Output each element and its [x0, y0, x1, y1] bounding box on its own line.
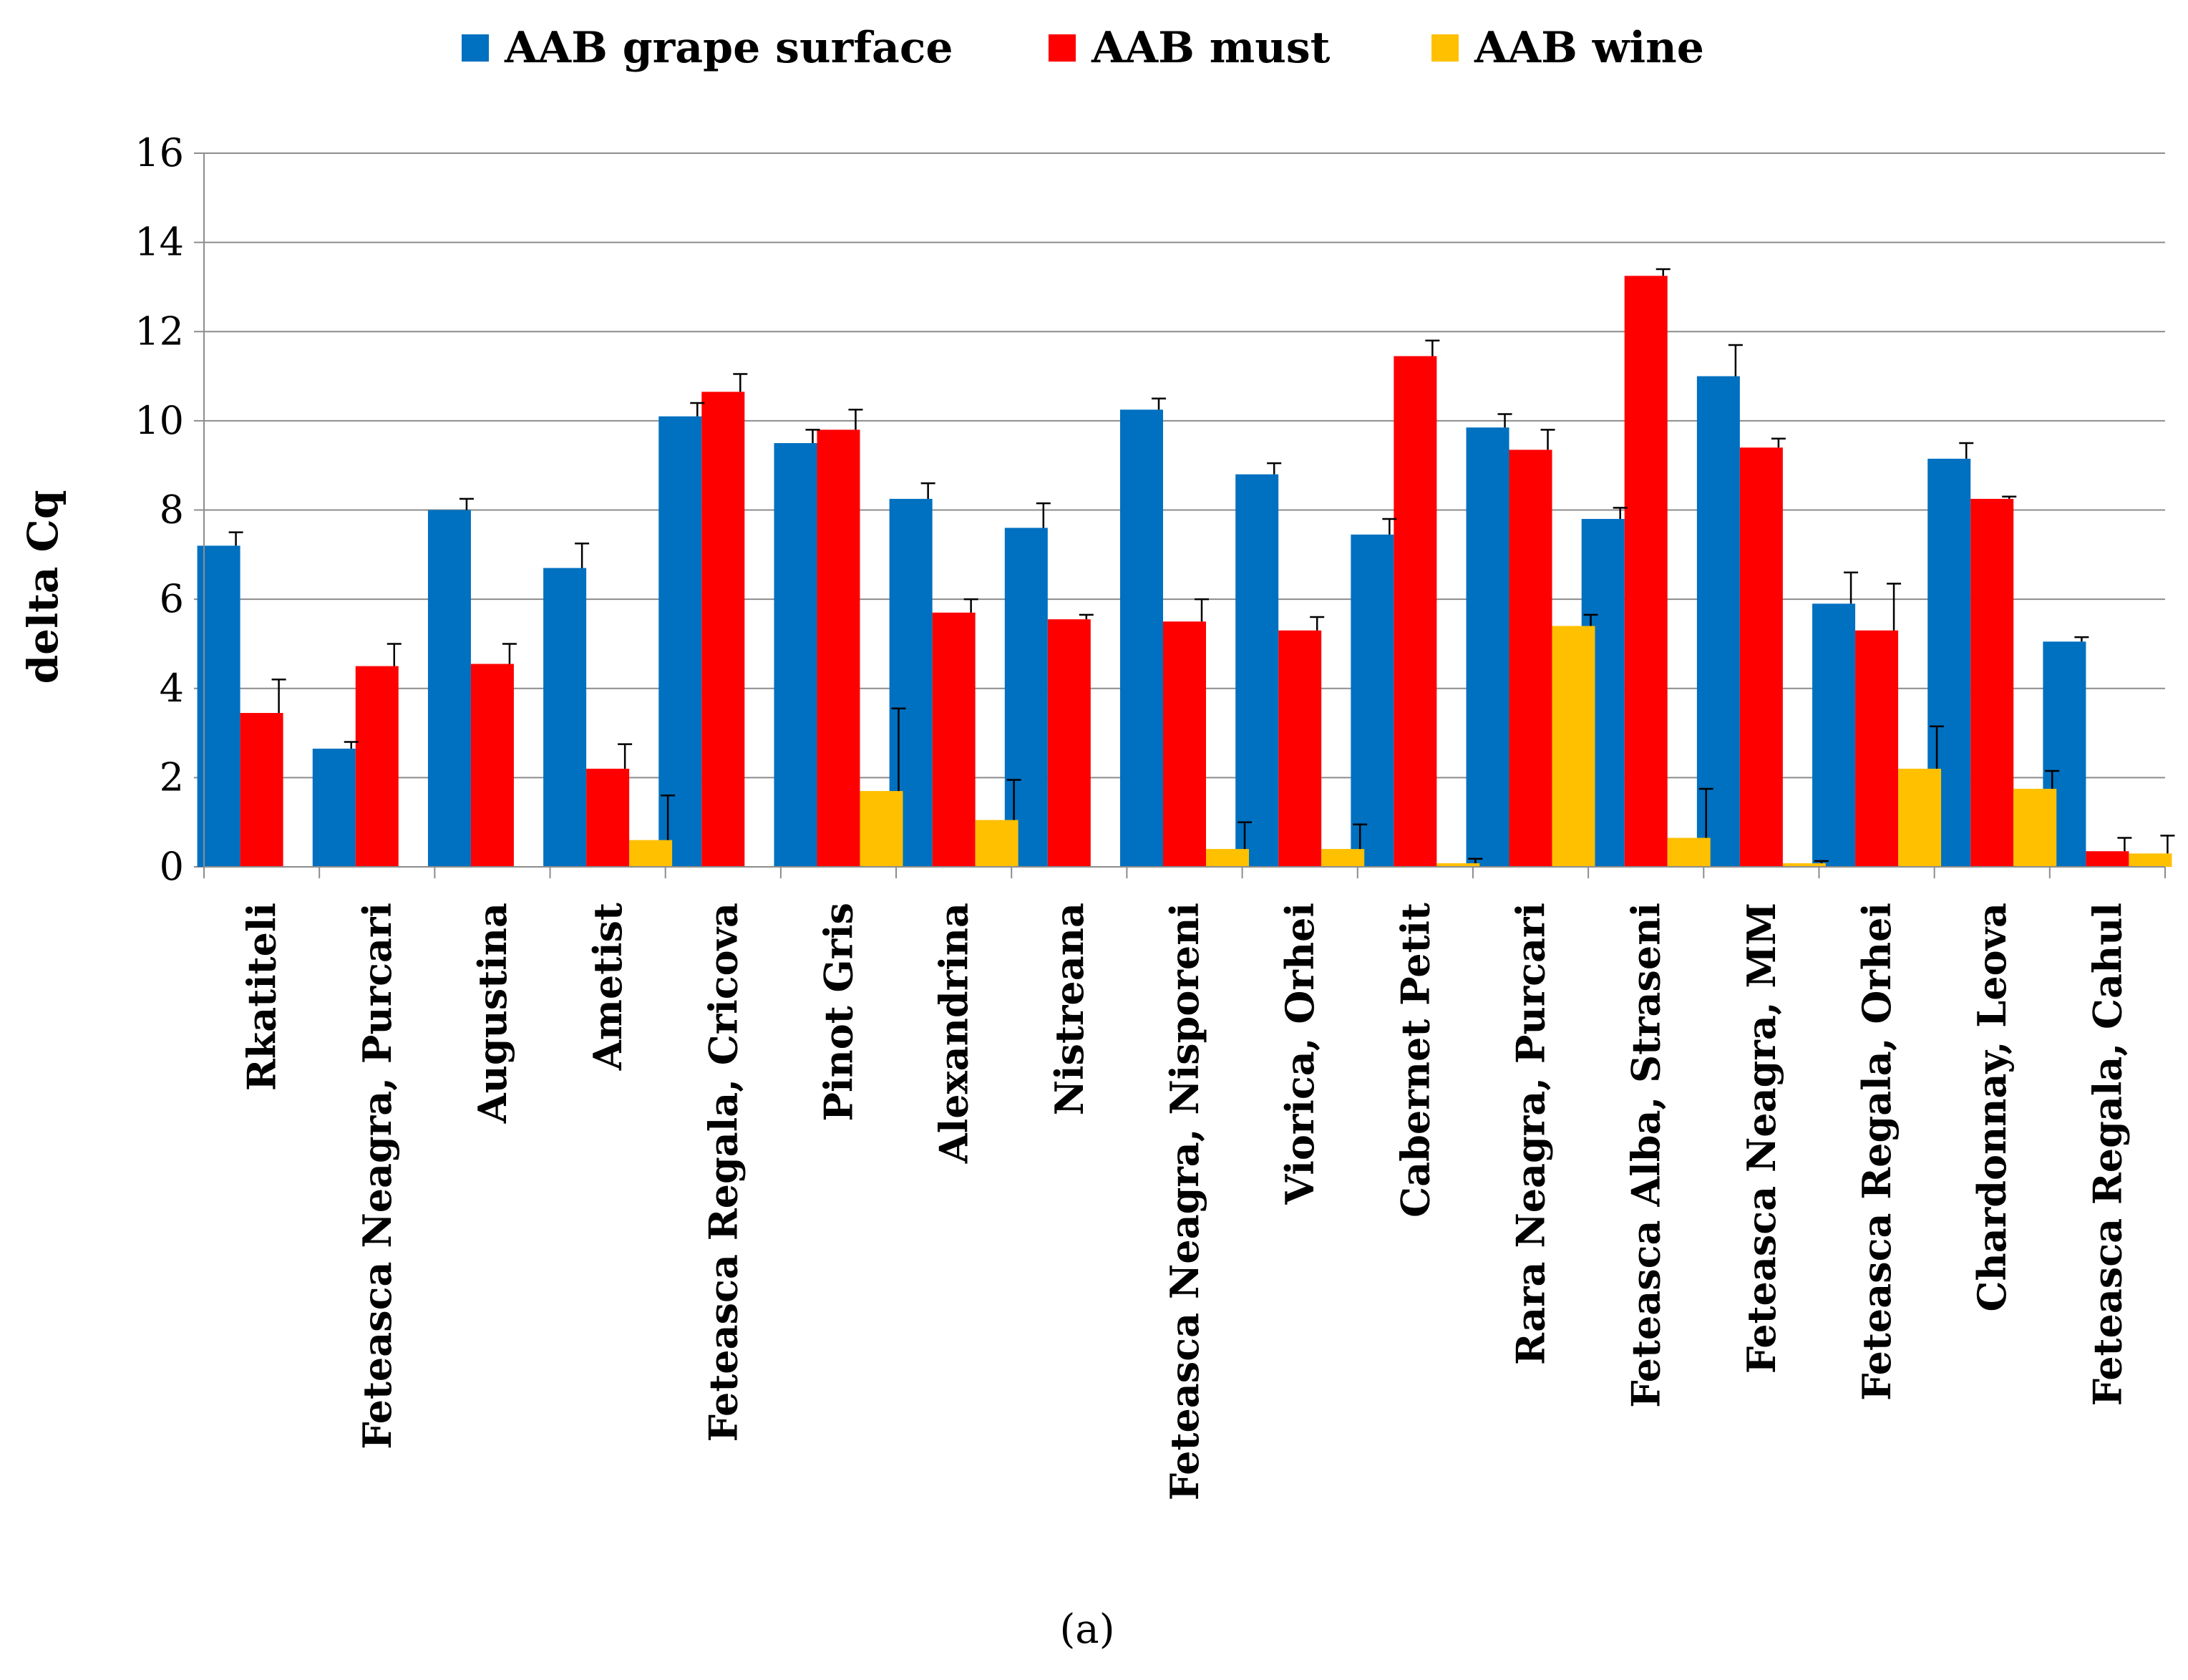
y-tick-label: 10 — [135, 398, 184, 443]
legend-swatch — [1049, 34, 1076, 62]
x-category-label: Pinot Gris — [815, 903, 861, 1122]
y-axis-title: delta Cq — [19, 490, 67, 684]
bars — [197, 276, 2172, 868]
bar — [1696, 376, 1740, 867]
legend-swatch — [1431, 34, 1459, 62]
y-tick-label: 8 — [160, 487, 184, 533]
bar — [1466, 427, 1509, 867]
x-category-label: Feteasca Neagra, Purcari — [354, 903, 400, 1450]
figure-caption: (a) — [1059, 1606, 1114, 1653]
x-category-labels: Rkatiteli Feteasca Neagra, Purcari Augusti… — [239, 903, 2131, 1500]
x-category-label: Feteasca Neagra, MM — [1739, 903, 1784, 1374]
bar — [975, 820, 1018, 867]
bar — [1351, 534, 1394, 867]
bar — [2013, 788, 2057, 867]
bar — [1278, 630, 1322, 867]
legend-swatch — [462, 34, 489, 62]
bar — [817, 429, 860, 867]
bar — [1812, 603, 1856, 867]
bar — [1898, 768, 1942, 867]
bar — [701, 392, 745, 867]
y-tick-label: 16 — [135, 130, 184, 175]
y-tick-label: 4 — [160, 666, 184, 711]
bar — [470, 664, 514, 867]
y-tick-label: 2 — [160, 754, 184, 800]
bar — [355, 666, 399, 867]
bar — [1624, 276, 1668, 867]
bar — [1163, 621, 1206, 867]
axes — [203, 153, 2166, 878]
y-tick-label: 12 — [135, 309, 184, 354]
x-category-label: Chardonnay, Leova — [1969, 903, 2015, 1311]
gridlines — [194, 152, 2165, 868]
x-category-label: Nistreana — [1046, 903, 1092, 1115]
bar — [1509, 450, 1552, 867]
bar — [2129, 853, 2172, 867]
x-category-label: Rkatiteli — [239, 903, 285, 1091]
legend-label: AAB wine — [1474, 23, 1704, 73]
bar — [1436, 863, 1480, 867]
x-category-label: Feteasca Neagra, Nisporeni — [1162, 903, 1207, 1500]
bar — [427, 510, 471, 867]
bar — [629, 840, 673, 867]
bar — [1321, 849, 1365, 867]
bar — [1394, 356, 1437, 868]
bar — [658, 416, 702, 867]
bar — [543, 568, 587, 867]
legend-label: AAB must — [1091, 23, 1331, 73]
y-tick-label: 0 — [160, 844, 184, 889]
bar — [1235, 474, 1279, 867]
bar — [1206, 849, 1249, 867]
y-tick-label: 6 — [160, 576, 184, 621]
bar — [932, 612, 976, 867]
bar — [1970, 498, 2014, 867]
x-category-label: Viorica, Orhei — [1277, 903, 1323, 1205]
bar — [860, 791, 903, 867]
x-category-label: Feteasca Regala, Cricova — [700, 903, 746, 1442]
bar — [586, 768, 630, 867]
x-category-label: Rara Neagra, Purcari — [1508, 903, 1554, 1365]
x-category-label: Feteasca Alba, Straseni — [1623, 903, 1669, 1408]
y-tick-labels: 0 2 4 6 8 10 12 14 16 — [135, 130, 184, 889]
x-category-label: Feteasca Regala, Cahul — [2084, 903, 2130, 1406]
x-category-label: Cabernet Petit — [1392, 903, 1438, 1218]
x-category-label: Ametist — [585, 903, 631, 1071]
bar — [1047, 619, 1091, 867]
bar — [1667, 837, 1711, 867]
legend-label: AAB grape surface — [504, 23, 953, 73]
bar — [240, 713, 283, 867]
y-tick-label: 14 — [135, 220, 184, 265]
bar — [774, 443, 817, 867]
legend: AAB grape surface AAB must AAB wine — [462, 23, 1704, 73]
x-category-label: Alexandrina — [931, 903, 977, 1164]
bar — [1739, 447, 1783, 867]
bar — [1552, 626, 1595, 867]
x-category-label: Feteasca Regala, Orhei — [1854, 903, 1900, 1401]
x-category-label: Augustina — [470, 903, 515, 1124]
error-bars — [228, 268, 2175, 864]
bar — [1855, 630, 1899, 867]
bar — [312, 748, 356, 867]
bar — [1782, 863, 1826, 867]
bar — [1120, 409, 1163, 867]
bar — [2086, 851, 2129, 867]
bar — [1004, 528, 1048, 867]
